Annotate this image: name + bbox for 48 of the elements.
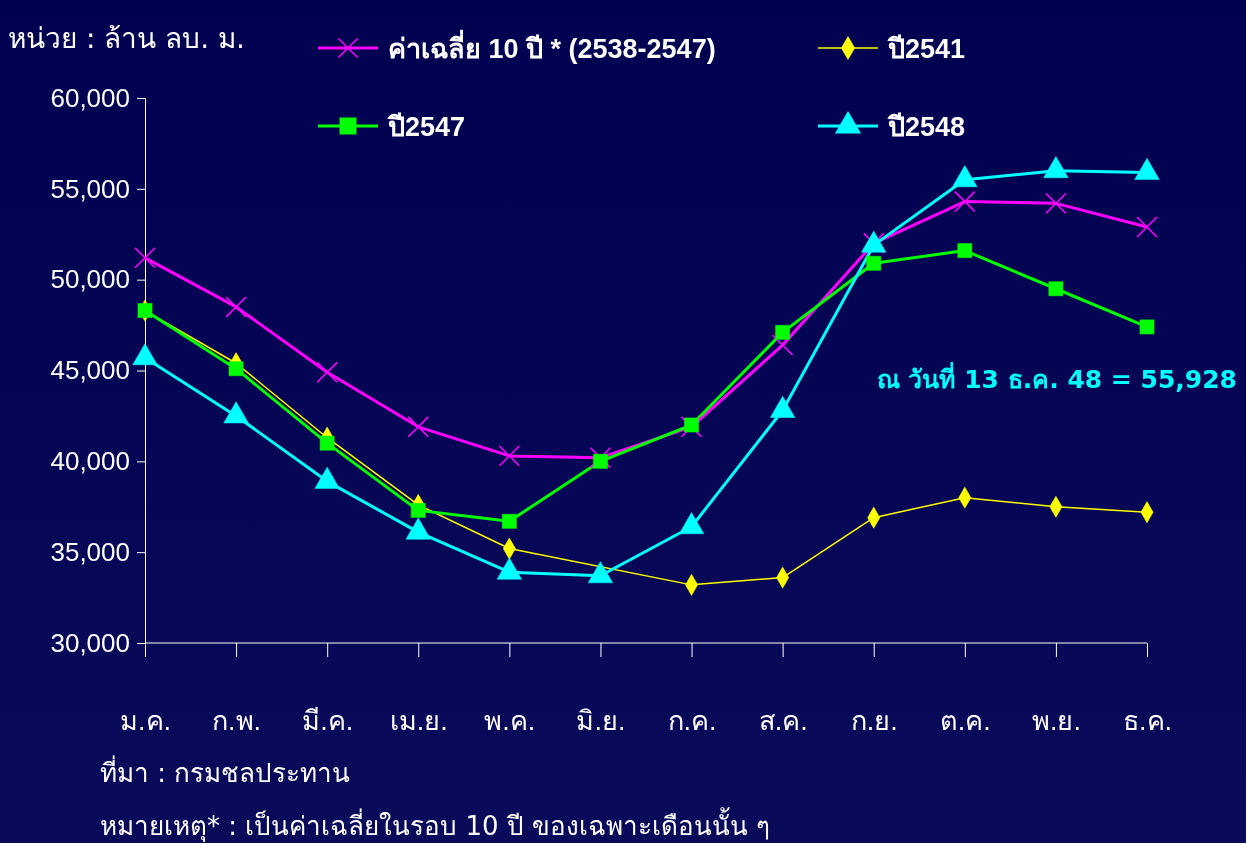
point [410,503,426,518]
point [775,325,790,340]
point [866,256,882,271]
point [593,454,608,469]
y-tick-label: 35,000 [50,536,130,567]
y-tick-label: 45,000 [50,355,130,386]
x-tick-label: มิ.ย. [576,706,626,737]
text: ที่มา : กรมชลประทาน [100,755,351,788]
y-tick-label: 30,000 [50,627,130,658]
point [957,243,973,258]
point [954,190,976,213]
x-tick-label: ก.พ. [212,706,262,737]
x-tick-label: ส.ค. [758,706,808,737]
point [228,361,244,376]
x-tick-label: เม.ย. [389,706,448,737]
text: หมายเหตุ* : เป็นค่าเฉลี่ยในรอบ 10 ปี ของเฉพาะเดือนนั้น ๆ [100,807,771,842]
point [319,435,335,451]
point [1045,192,1067,215]
legend-label: ค่าเฉลี่ย 10 ปี * (2538-2547) [388,29,716,64]
y-axis-title: หน่วย : ล้าน ลบ. ม. [8,22,245,55]
x-tick-label: ก.ค. [667,706,717,737]
x-tick-label: ก.ย. [850,706,898,737]
x-tick-label: พ.ค. [484,706,536,737]
point [1048,281,1064,297]
point [407,416,429,438]
y-tick-label: 50,000 [50,264,130,295]
y-tick-label: 40,000 [50,446,130,477]
point [137,303,153,318]
x-tick-label: ธ.ค. [1122,706,1173,737]
y-tick-label: 60,000 [50,82,130,113]
point [1136,216,1158,238]
legend-label: ปี2547 [387,112,466,142]
x-tick-label: ต.ค. [939,706,991,737]
point [225,296,247,318]
x-tick-label: ม.ค. [119,706,172,737]
point [1139,319,1155,335]
point [134,247,156,269]
point [771,334,794,356]
x-tick-label: มี.ค. [302,706,354,737]
annotation: ณ วันที่ 13 ธ.ค. 48 = 55,928 [876,362,1237,394]
legend-label: ปี2541 [887,34,966,64]
point [684,417,699,433]
legend-label: ปี2548 [887,112,966,142]
point [502,513,517,529]
point [316,361,338,384]
x-tick-label: พ.ย. [1031,706,1081,737]
y-tick-label: 55,000 [50,173,130,204]
point [498,445,521,467]
